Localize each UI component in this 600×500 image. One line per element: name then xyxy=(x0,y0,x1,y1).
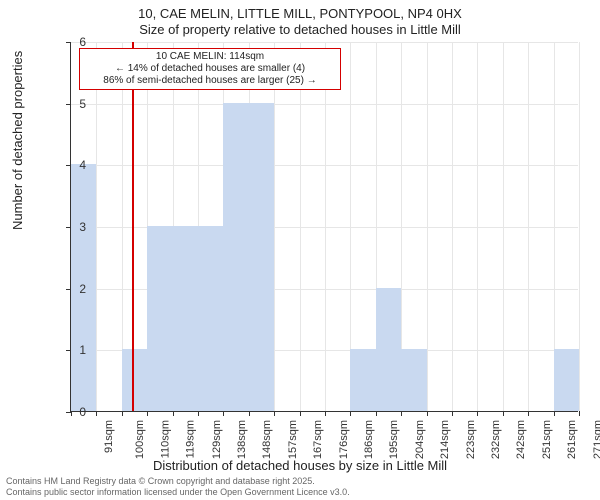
gridline-v xyxy=(96,42,97,411)
xtick-label: 176sqm xyxy=(338,420,350,459)
gridline-v xyxy=(528,42,529,411)
xtick-label: 204sqm xyxy=(414,420,426,459)
xtick-label: 232sqm xyxy=(490,420,502,459)
xtick-mark xyxy=(198,411,199,416)
xtick-label: 186sqm xyxy=(363,420,375,459)
xtick-label: 242sqm xyxy=(516,420,528,459)
xtick-mark xyxy=(579,411,580,416)
xtick-label: 91sqm xyxy=(103,420,115,453)
title-line-1: 10, CAE MELIN, LITTLE MILL, PONTYPOOL, N… xyxy=(0,6,600,21)
xtick-label: 157sqm xyxy=(287,420,299,459)
ytick-label: 1 xyxy=(66,343,86,357)
histogram-bar xyxy=(554,349,579,411)
gridline-v xyxy=(503,42,504,411)
annotation-line-2: ← 14% of detached houses are smaller (4) xyxy=(84,63,336,75)
histogram-bar xyxy=(401,349,426,411)
xtick-label: 167sqm xyxy=(312,420,324,459)
annotation-line-3: 86% of semi-detached houses are larger (… xyxy=(84,75,336,87)
xtick-label: 214sqm xyxy=(439,420,451,459)
ytick-label: 4 xyxy=(66,158,86,172)
xtick-label: 223sqm xyxy=(465,420,477,459)
xtick-mark xyxy=(223,411,224,416)
xtick-label: 251sqm xyxy=(541,420,553,459)
xtick-mark xyxy=(325,411,326,416)
gridline-v xyxy=(427,42,428,411)
xtick-mark xyxy=(300,411,301,416)
gridline-v xyxy=(325,42,326,411)
xtick-label: 148sqm xyxy=(262,420,274,459)
gridline-v xyxy=(579,42,580,411)
histogram-bar xyxy=(223,103,248,411)
marker-line xyxy=(132,42,134,411)
xtick-label: 195sqm xyxy=(389,420,401,459)
annotation-box: 10 CAE MELIN: 114sqm ← 14% of detached h… xyxy=(79,48,341,90)
xtick-mark xyxy=(274,411,275,416)
histogram-bar xyxy=(122,349,147,411)
histogram-bar xyxy=(198,226,223,411)
xtick-mark xyxy=(173,411,174,416)
xtick-mark xyxy=(350,411,351,416)
xtick-mark xyxy=(528,411,529,416)
xtick-mark xyxy=(96,411,97,416)
xtick-label: 129sqm xyxy=(211,420,223,459)
xtick-mark xyxy=(503,411,504,416)
xtick-label: 100sqm xyxy=(135,420,147,459)
xtick-mark xyxy=(122,411,123,416)
plot-area: 10 CAE MELIN: 114sqm ← 14% of detached h… xyxy=(70,42,578,412)
xtick-mark xyxy=(452,411,453,416)
gridline-v xyxy=(274,42,275,411)
histogram-bar xyxy=(147,226,172,411)
xtick-mark xyxy=(427,411,428,416)
chart-container: 10, CAE MELIN, LITTLE MILL, PONTYPOOL, N… xyxy=(0,0,600,500)
histogram-bar xyxy=(173,226,198,411)
xtick-label: 119sqm xyxy=(185,420,197,458)
footer-line-1: Contains HM Land Registry data © Crown c… xyxy=(6,476,350,487)
ytick-label: 3 xyxy=(66,220,86,234)
footer-text: Contains HM Land Registry data © Crown c… xyxy=(6,476,350,498)
ytick-label: 2 xyxy=(66,282,86,296)
xtick-label: 261sqm xyxy=(566,420,578,459)
xtick-mark xyxy=(477,411,478,416)
xtick-mark xyxy=(401,411,402,416)
annotation-line-1: 10 CAE MELIN: 114sqm xyxy=(84,51,336,63)
x-axis-label: Distribution of detached houses by size … xyxy=(0,458,600,473)
histogram-bar xyxy=(350,349,375,411)
xtick-label: 138sqm xyxy=(236,420,248,459)
ytick-label: 0 xyxy=(66,405,86,419)
gridline-v xyxy=(452,42,453,411)
xtick-label: 110sqm xyxy=(159,420,171,458)
y-axis-label: Number of detached properties xyxy=(10,51,25,230)
xtick-label: 271sqm xyxy=(592,420,600,459)
footer-line-2: Contains public sector information licen… xyxy=(6,487,350,498)
xtick-mark xyxy=(376,411,377,416)
ytick-label: 5 xyxy=(66,97,86,111)
histogram-bar xyxy=(249,103,274,411)
xtick-mark xyxy=(249,411,250,416)
ytick-label: 6 xyxy=(66,35,86,49)
title-line-2: Size of property relative to detached ho… xyxy=(0,22,600,37)
xtick-mark xyxy=(554,411,555,416)
gridline-v xyxy=(477,42,478,411)
xtick-mark xyxy=(147,411,148,416)
gridline-v xyxy=(300,42,301,411)
histogram-bar xyxy=(376,288,401,411)
